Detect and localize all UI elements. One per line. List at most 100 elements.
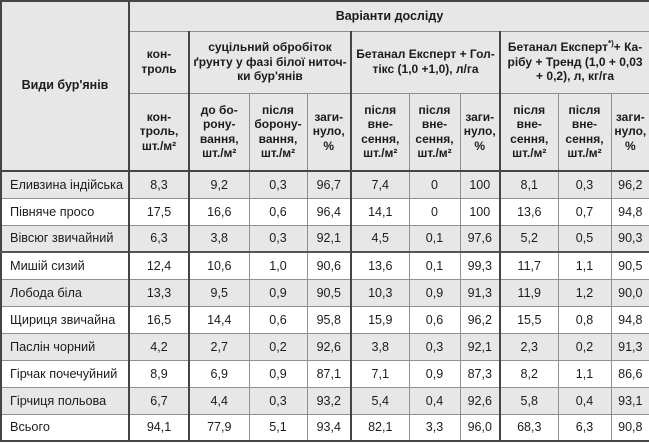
control-group-header: кон- троль: [128, 30, 190, 94]
sub-header-col-4: після вне- сення, шт./м²: [350, 92, 410, 172]
value-cell: 10,3: [350, 278, 410, 307]
table-row: Мишій сизий 12,4 10,6 1,0 90,6 13,6 0,1 99,3 11,…: [0, 251, 649, 280]
table-body: Еливзина індійська 8,3 9,2 0,3 96,7 7,4 0 100 8,…: [0, 170, 649, 442]
value-cell: 8,2: [499, 359, 559, 388]
value-cell: 90,8: [610, 413, 649, 442]
value-cell: 0,2: [557, 332, 612, 361]
weed-name-cell: Півняче просо: [0, 197, 130, 226]
value-cell: 16,6: [188, 197, 250, 226]
weed-name-cell: Всього: [0, 413, 130, 442]
value-cell: 8,3: [128, 170, 190, 199]
value-cell: 13,3: [128, 278, 190, 307]
table-row: Гірчак почечуйний 8,9 6,9 0,9 87,1 7,1 0,9 87,3…: [0, 359, 649, 388]
value-cell: 96,2: [459, 305, 501, 334]
value-cell: 0,9: [248, 359, 308, 388]
value-cell: 96,4: [306, 197, 352, 226]
value-cell: 0,3: [248, 224, 308, 253]
value-cell: 0,3: [248, 386, 308, 415]
value-cell: 87,3: [459, 359, 501, 388]
value-cell: 93,1: [610, 386, 649, 415]
table-row: Гірчиця польова 6,7 4,4 0,3 93,2 5,4 0,4 92,6 5,…: [0, 386, 649, 415]
value-cell: 97,6: [459, 224, 501, 253]
weed-name-cell: Щириця звичайна: [0, 305, 130, 334]
sub-header-col-9: заги- нуло, %: [610, 92, 649, 172]
group3-label-pre: Бетанал Експерт: [507, 40, 608, 55]
weed-name-cell: Еливзина індійська: [0, 170, 130, 199]
value-cell: 4,4: [188, 386, 250, 415]
weed-name-cell: Вівсюг звичайний: [0, 224, 130, 253]
weed-name-cell: Гірчак почечуйний: [0, 359, 130, 388]
group2-betanal-goltix-header: Бетанал Експерт + Гол- тікс (1,0 +1,0), …: [350, 30, 501, 94]
value-cell: 96,7: [306, 170, 352, 199]
group3-label-post: + Ка- рібу + Тренд (1,0 + 0,03 + 0,2), л…: [507, 40, 643, 84]
table-row: Лобода біла 13,3 9,5 0,9 90,5 10,3 0,9 91,3 11,9…: [0, 278, 649, 307]
value-cell: 0,8: [557, 305, 612, 334]
value-cell: 96,2: [610, 170, 649, 199]
value-cell: 9,2: [188, 170, 250, 199]
value-cell: 5,2: [499, 224, 559, 253]
value-cell: 3,3: [408, 413, 461, 442]
value-cell: 17,5: [128, 197, 190, 226]
group1-soil-treatment-header: суцільний обробіток ґрунту у фазі білої …: [188, 30, 352, 94]
value-cell: 1,2: [557, 278, 612, 307]
value-cell: 0,2: [248, 332, 308, 361]
value-cell: 0,6: [408, 305, 461, 334]
value-cell: 15,5: [499, 305, 559, 334]
weed-name-cell: Паслін чорний: [0, 332, 130, 361]
value-cell: 1,1: [557, 251, 612, 280]
value-cell: 100: [459, 197, 501, 226]
sub-header-col-1: до бо- рону- вання, шт./м²: [188, 92, 250, 172]
table-row: Вівсюг звичайний 6,3 3,8 0,3 92,1 4,5 0,1 97,6 5…: [0, 224, 649, 253]
value-cell: 4,5: [350, 224, 410, 253]
sub-header-col-3: заги- нуло, %: [306, 92, 352, 172]
value-cell: 92,6: [459, 386, 501, 415]
value-cell: 91,3: [459, 278, 501, 307]
value-cell: 90,5: [610, 251, 649, 280]
value-cell: 90,3: [610, 224, 649, 253]
table-row: Всього 94,1 77,9 5,1 93,4 82,1 3,3 96,0 68,3 6,3 9…: [0, 413, 649, 442]
value-cell: 7,4: [350, 170, 410, 199]
footnote-marker: *): [607, 39, 614, 49]
value-cell: 0,4: [408, 386, 461, 415]
value-cell: 13,6: [499, 197, 559, 226]
value-cell: 99,3: [459, 251, 501, 280]
value-cell: 0,6: [248, 197, 308, 226]
table-row: Півняче просо 17,5 16,6 0,6 96,4 14,1 0 100 13,6…: [0, 197, 649, 226]
value-cell: 87,1: [306, 359, 352, 388]
value-cell: 8,1: [499, 170, 559, 199]
value-cell: 6,3: [128, 224, 190, 253]
sub-header-col-0: кон- троль, шт./м²: [128, 92, 190, 172]
value-cell: 1,0: [248, 251, 308, 280]
value-cell: 0: [408, 197, 461, 226]
value-cell: 68,3: [499, 413, 559, 442]
table-row: Щириця звичайна 16,5 14,4 0,6 95,8 15,9 0,6 96,…: [0, 305, 649, 334]
value-cell: 11,7: [499, 251, 559, 280]
value-cell: 90,5: [306, 278, 352, 307]
sub-header-row: кон- троль, шт./м² до бо- рону- вання, шт…: [1, 92, 649, 172]
value-cell: 0,9: [408, 278, 461, 307]
value-cell: 0,3: [557, 170, 612, 199]
value-cell: 4,2: [128, 332, 190, 361]
value-cell: 1,1: [557, 359, 612, 388]
value-cell: 15,9: [350, 305, 410, 334]
weed-name-cell: Лобода біла: [0, 278, 130, 307]
value-cell: 92,6: [306, 332, 352, 361]
value-cell: 93,2: [306, 386, 352, 415]
table-row: Паслін чорний 4,2 2,7 0,2 92,6 3,8 0,3 92,1 2,3 0…: [0, 332, 649, 361]
value-cell: 93,4: [306, 413, 352, 442]
value-cell: 77,9: [188, 413, 250, 442]
value-cell: 90,0: [610, 278, 649, 307]
value-cell: 9,5: [188, 278, 250, 307]
sub-header-col-7: після вне- сення, шт./м²: [499, 92, 559, 172]
value-cell: 14,1: [350, 197, 410, 226]
value-cell: 16,5: [128, 305, 190, 334]
value-cell: 0,5: [557, 224, 612, 253]
value-cell: 82,1: [350, 413, 410, 442]
value-cell: 2,7: [188, 332, 250, 361]
value-cell: 12,4: [128, 251, 190, 280]
value-cell: 94,1: [128, 413, 190, 442]
value-cell: 11,9: [499, 278, 559, 307]
value-cell: 94,8: [610, 305, 649, 334]
value-cell: 5,8: [499, 386, 559, 415]
weed-name-cell: Мишій сизий: [0, 251, 130, 280]
